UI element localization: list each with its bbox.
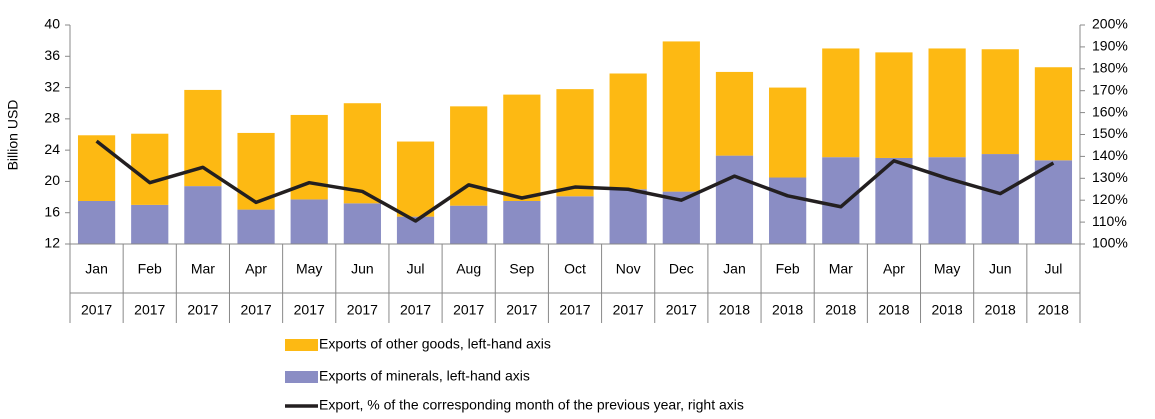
y2-tick-label: 110%: [1092, 213, 1127, 229]
x-tick-label: Sep: [509, 261, 534, 277]
bar-segment: [131, 133, 169, 205]
bar-segment: [556, 89, 594, 197]
bar-segment: [1034, 67, 1073, 161]
x-tick-label: Nov: [616, 261, 641, 277]
year-label: 2018: [878, 302, 909, 318]
bar-segment: [609, 189, 647, 244]
y2-tick-label: 160%: [1092, 103, 1128, 119]
year-label: 2017: [559, 302, 590, 318]
year-label: 2017: [666, 302, 697, 318]
y2-tick-label: 140%: [1092, 147, 1128, 163]
x-tick-label: Jan: [723, 261, 746, 277]
y2-tick-label: 200%: [1092, 16, 1128, 32]
x-tick-label: Mar: [829, 261, 853, 277]
x-tick-label: Jan: [85, 261, 108, 277]
y-tick-label: 12: [44, 235, 60, 251]
year-label: 2018: [985, 302, 1016, 318]
year-label: 2017: [187, 302, 218, 318]
bar-segment: [131, 204, 169, 244]
bar-segment: [343, 203, 381, 244]
bar-segment: [184, 186, 222, 244]
y-tick-label: 16: [44, 203, 60, 219]
y-axis-label: Billion USD: [5, 100, 21, 171]
y2-tick-label: 190%: [1092, 38, 1128, 54]
year-label: 2017: [506, 302, 537, 318]
y-tick-label: 28: [44, 110, 60, 126]
x-tick-label: Oct: [564, 261, 586, 277]
bar-segment: [450, 205, 488, 244]
y2-tick-label: 120%: [1092, 191, 1128, 207]
year-label: 2018: [719, 302, 750, 318]
x-tick-label: Apr: [245, 261, 267, 277]
bar-segment: [503, 200, 541, 244]
legend-label: Export, % of the corresponding month of …: [319, 397, 744, 413]
x-tick-label: Apr: [883, 261, 905, 277]
bar-segment: [769, 177, 807, 244]
bar-segment: [822, 48, 860, 158]
year-label: 2017: [400, 302, 431, 318]
y2-tick-label: 170%: [1092, 81, 1128, 97]
bar-segment: [503, 94, 541, 201]
year-label: 2017: [613, 302, 644, 318]
legend-swatch: [285, 371, 318, 383]
x-tick-label: Jun: [989, 261, 1012, 277]
bar-segment: [343, 103, 381, 204]
bar-segment: [237, 209, 275, 244]
x-tick-label: Mar: [191, 261, 215, 277]
y2-tick-label: 180%: [1092, 60, 1128, 76]
bar-segment: [609, 73, 647, 190]
year-label: 2017: [347, 302, 378, 318]
y-tick-label: 32: [44, 78, 60, 94]
y2-tick-label: 100%: [1092, 235, 1128, 251]
year-label: 2017: [240, 302, 271, 318]
year-label: 2017: [81, 302, 112, 318]
bar-segment: [715, 71, 754, 156]
bar-segment: [290, 199, 328, 244]
year-label: 2017: [134, 302, 165, 318]
x-tick-label: May: [934, 261, 960, 277]
x-tick-label: Feb: [776, 261, 800, 277]
legend-swatch: [285, 339, 318, 351]
y-tick-label: 36: [44, 47, 60, 63]
bar-segment: [928, 157, 966, 244]
x-tick-label: May: [296, 261, 322, 277]
x-tick-label: Dec: [669, 261, 694, 277]
line-series: [95, 139, 1055, 223]
bar-segment: [662, 41, 700, 192]
x-tick-label: Feb: [138, 261, 162, 277]
bar-segment: [981, 49, 1019, 155]
bar-segment: [769, 87, 807, 178]
bar-segment: [981, 154, 1019, 244]
y2-tick-label: 130%: [1092, 169, 1128, 185]
y-tick-label: 40: [44, 16, 60, 32]
x-tick-label: Jul: [1044, 261, 1062, 277]
bar-segment: [450, 106, 488, 206]
bar-segment: [875, 52, 913, 158]
year-label: 2017: [453, 302, 484, 318]
year-label: 2018: [1038, 302, 1069, 318]
y-tick-label: 24: [44, 141, 60, 157]
year-label: 2018: [772, 302, 803, 318]
x-tick-label: Jul: [407, 261, 425, 277]
bar-segment: [556, 196, 594, 244]
bar-segment: [822, 157, 860, 244]
bar-segment: [396, 141, 435, 217]
x-tick-label: Aug: [456, 261, 481, 277]
y-tick-label: 20: [44, 172, 60, 188]
year-label: 2018: [825, 302, 856, 318]
y2-tick-label: 150%: [1092, 125, 1128, 141]
x-tick-label: Jun: [351, 261, 374, 277]
legend-label: Exports of minerals, left-hand axis: [319, 368, 530, 384]
bar-segment: [715, 155, 754, 244]
bar-segment: [77, 200, 116, 244]
year-label: 2017: [294, 302, 325, 318]
bar-segment: [928, 48, 966, 158]
bar-segment: [1034, 160, 1073, 244]
legend-label: Exports of other goods, left-hand axis: [319, 336, 551, 352]
year-label: 2018: [932, 302, 963, 318]
bar-segment: [77, 135, 116, 201]
